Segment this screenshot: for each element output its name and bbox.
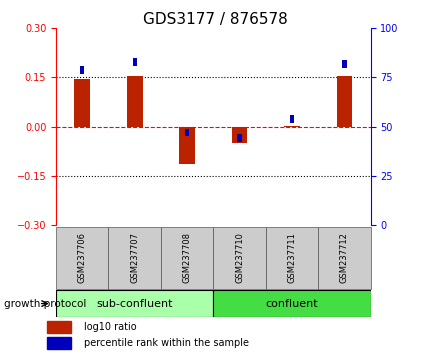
Bar xyxy=(132,58,136,65)
Text: GSM237708: GSM237708 xyxy=(182,232,191,283)
Bar xyxy=(80,65,84,74)
Text: confluent: confluent xyxy=(265,298,318,309)
Bar xyxy=(108,227,160,289)
Text: GDS3177 / 876578: GDS3177 / 876578 xyxy=(143,12,287,27)
Bar xyxy=(47,337,71,349)
Bar xyxy=(213,290,370,317)
Bar xyxy=(213,227,265,289)
Bar xyxy=(56,227,108,289)
Bar xyxy=(74,79,90,126)
Text: GSM237707: GSM237707 xyxy=(130,232,139,283)
Bar xyxy=(341,60,346,68)
Text: GSM237711: GSM237711 xyxy=(287,232,296,283)
Bar xyxy=(237,135,241,142)
Bar xyxy=(160,227,213,289)
Bar xyxy=(56,290,213,317)
Text: GSM237712: GSM237712 xyxy=(339,232,348,283)
Bar xyxy=(336,76,351,126)
Bar xyxy=(184,129,189,136)
Bar xyxy=(126,76,142,126)
Bar xyxy=(289,115,293,122)
Bar xyxy=(265,227,317,289)
Text: GSM237706: GSM237706 xyxy=(77,232,86,283)
Text: log10 ratio: log10 ratio xyxy=(84,322,137,332)
Text: sub-confluent: sub-confluent xyxy=(96,298,172,309)
Bar xyxy=(317,227,370,289)
Bar xyxy=(47,321,71,333)
Text: growth protocol: growth protocol xyxy=(4,298,86,309)
Bar xyxy=(231,126,247,143)
Text: percentile rank within the sample: percentile rank within the sample xyxy=(84,338,249,348)
Text: GSM237710: GSM237710 xyxy=(234,232,243,283)
Bar xyxy=(179,126,194,164)
